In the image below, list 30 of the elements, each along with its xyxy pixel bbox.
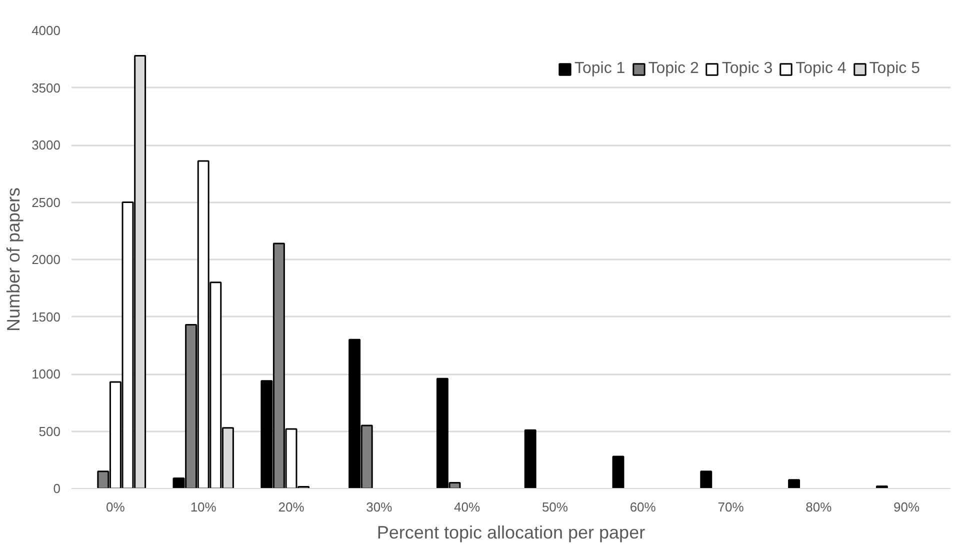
x-axis-title: Percent topic allocation per paper bbox=[376, 522, 646, 542]
y-tick-label: 500 bbox=[38, 424, 61, 439]
y-tick-label: 0 bbox=[53, 481, 61, 496]
x-tick-label: 10% bbox=[190, 500, 217, 514]
x-tick-label: 0% bbox=[106, 500, 126, 514]
y-tick-label: 3000 bbox=[32, 138, 60, 152]
y-tick-label: 1500 bbox=[32, 309, 60, 324]
x-tick-label: 30% bbox=[366, 500, 393, 514]
legend-label: Topic 1 bbox=[574, 60, 626, 78]
x-tick-label: 50% bbox=[542, 500, 568, 514]
y-tick-label: 1000 bbox=[32, 366, 60, 382]
legend-label: Topic 5 bbox=[869, 60, 920, 78]
bar bbox=[612, 456, 624, 488]
y-tick-label: 4000 bbox=[32, 23, 60, 38]
bar bbox=[524, 429, 536, 488]
y-tick-label: 2000 bbox=[32, 252, 60, 267]
legend-label: Topic 3 bbox=[722, 60, 773, 78]
legend-label: Topic 2 bbox=[648, 60, 699, 78]
y-tick-label: 3500 bbox=[32, 80, 60, 96]
legend-label: Topic 4 bbox=[796, 60, 846, 78]
bar bbox=[700, 470, 712, 488]
x-tick-label: 40% bbox=[454, 500, 480, 514]
y-axis-title: Number of papers bbox=[4, 187, 24, 332]
x-tick-label: 60% bbox=[630, 500, 656, 514]
x-tick-label: 90% bbox=[894, 500, 920, 514]
x-tick-label: 80% bbox=[806, 500, 832, 514]
y-tick-label: 2500 bbox=[32, 194, 60, 210]
x-tick-label: 70% bbox=[718, 500, 744, 514]
bar bbox=[788, 479, 800, 488]
x-tick-label: 20% bbox=[278, 500, 305, 514]
